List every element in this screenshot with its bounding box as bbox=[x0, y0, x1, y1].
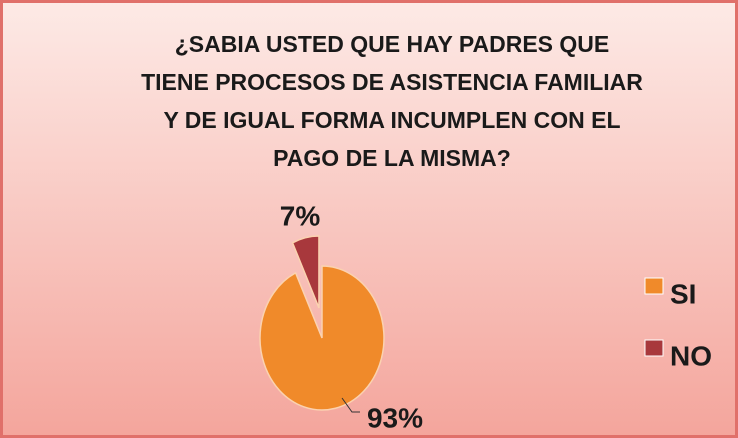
data-label: 93% bbox=[367, 402, 423, 433]
data-label: 7% bbox=[280, 200, 321, 231]
legend-label: SI bbox=[670, 278, 696, 309]
legend-label: NO bbox=[670, 340, 712, 371]
chart-title: PAGO DE LA MISMA? bbox=[273, 145, 511, 171]
legend-swatch bbox=[644, 277, 664, 295]
pie-slice bbox=[259, 265, 385, 411]
chart-title: ¿SABIA USTED QUE HAY PADRES QUE bbox=[175, 31, 610, 57]
pie-slice bbox=[291, 235, 320, 309]
chart-title: TIENE PROCESOS DE ASISTENCIA FAMILIAR bbox=[141, 69, 643, 95]
leader-line bbox=[341, 397, 360, 413]
chart-title: Y DE IGUAL FORMA INCUMPLEN CON EL bbox=[163, 107, 620, 133]
legend-swatch bbox=[644, 339, 664, 357]
